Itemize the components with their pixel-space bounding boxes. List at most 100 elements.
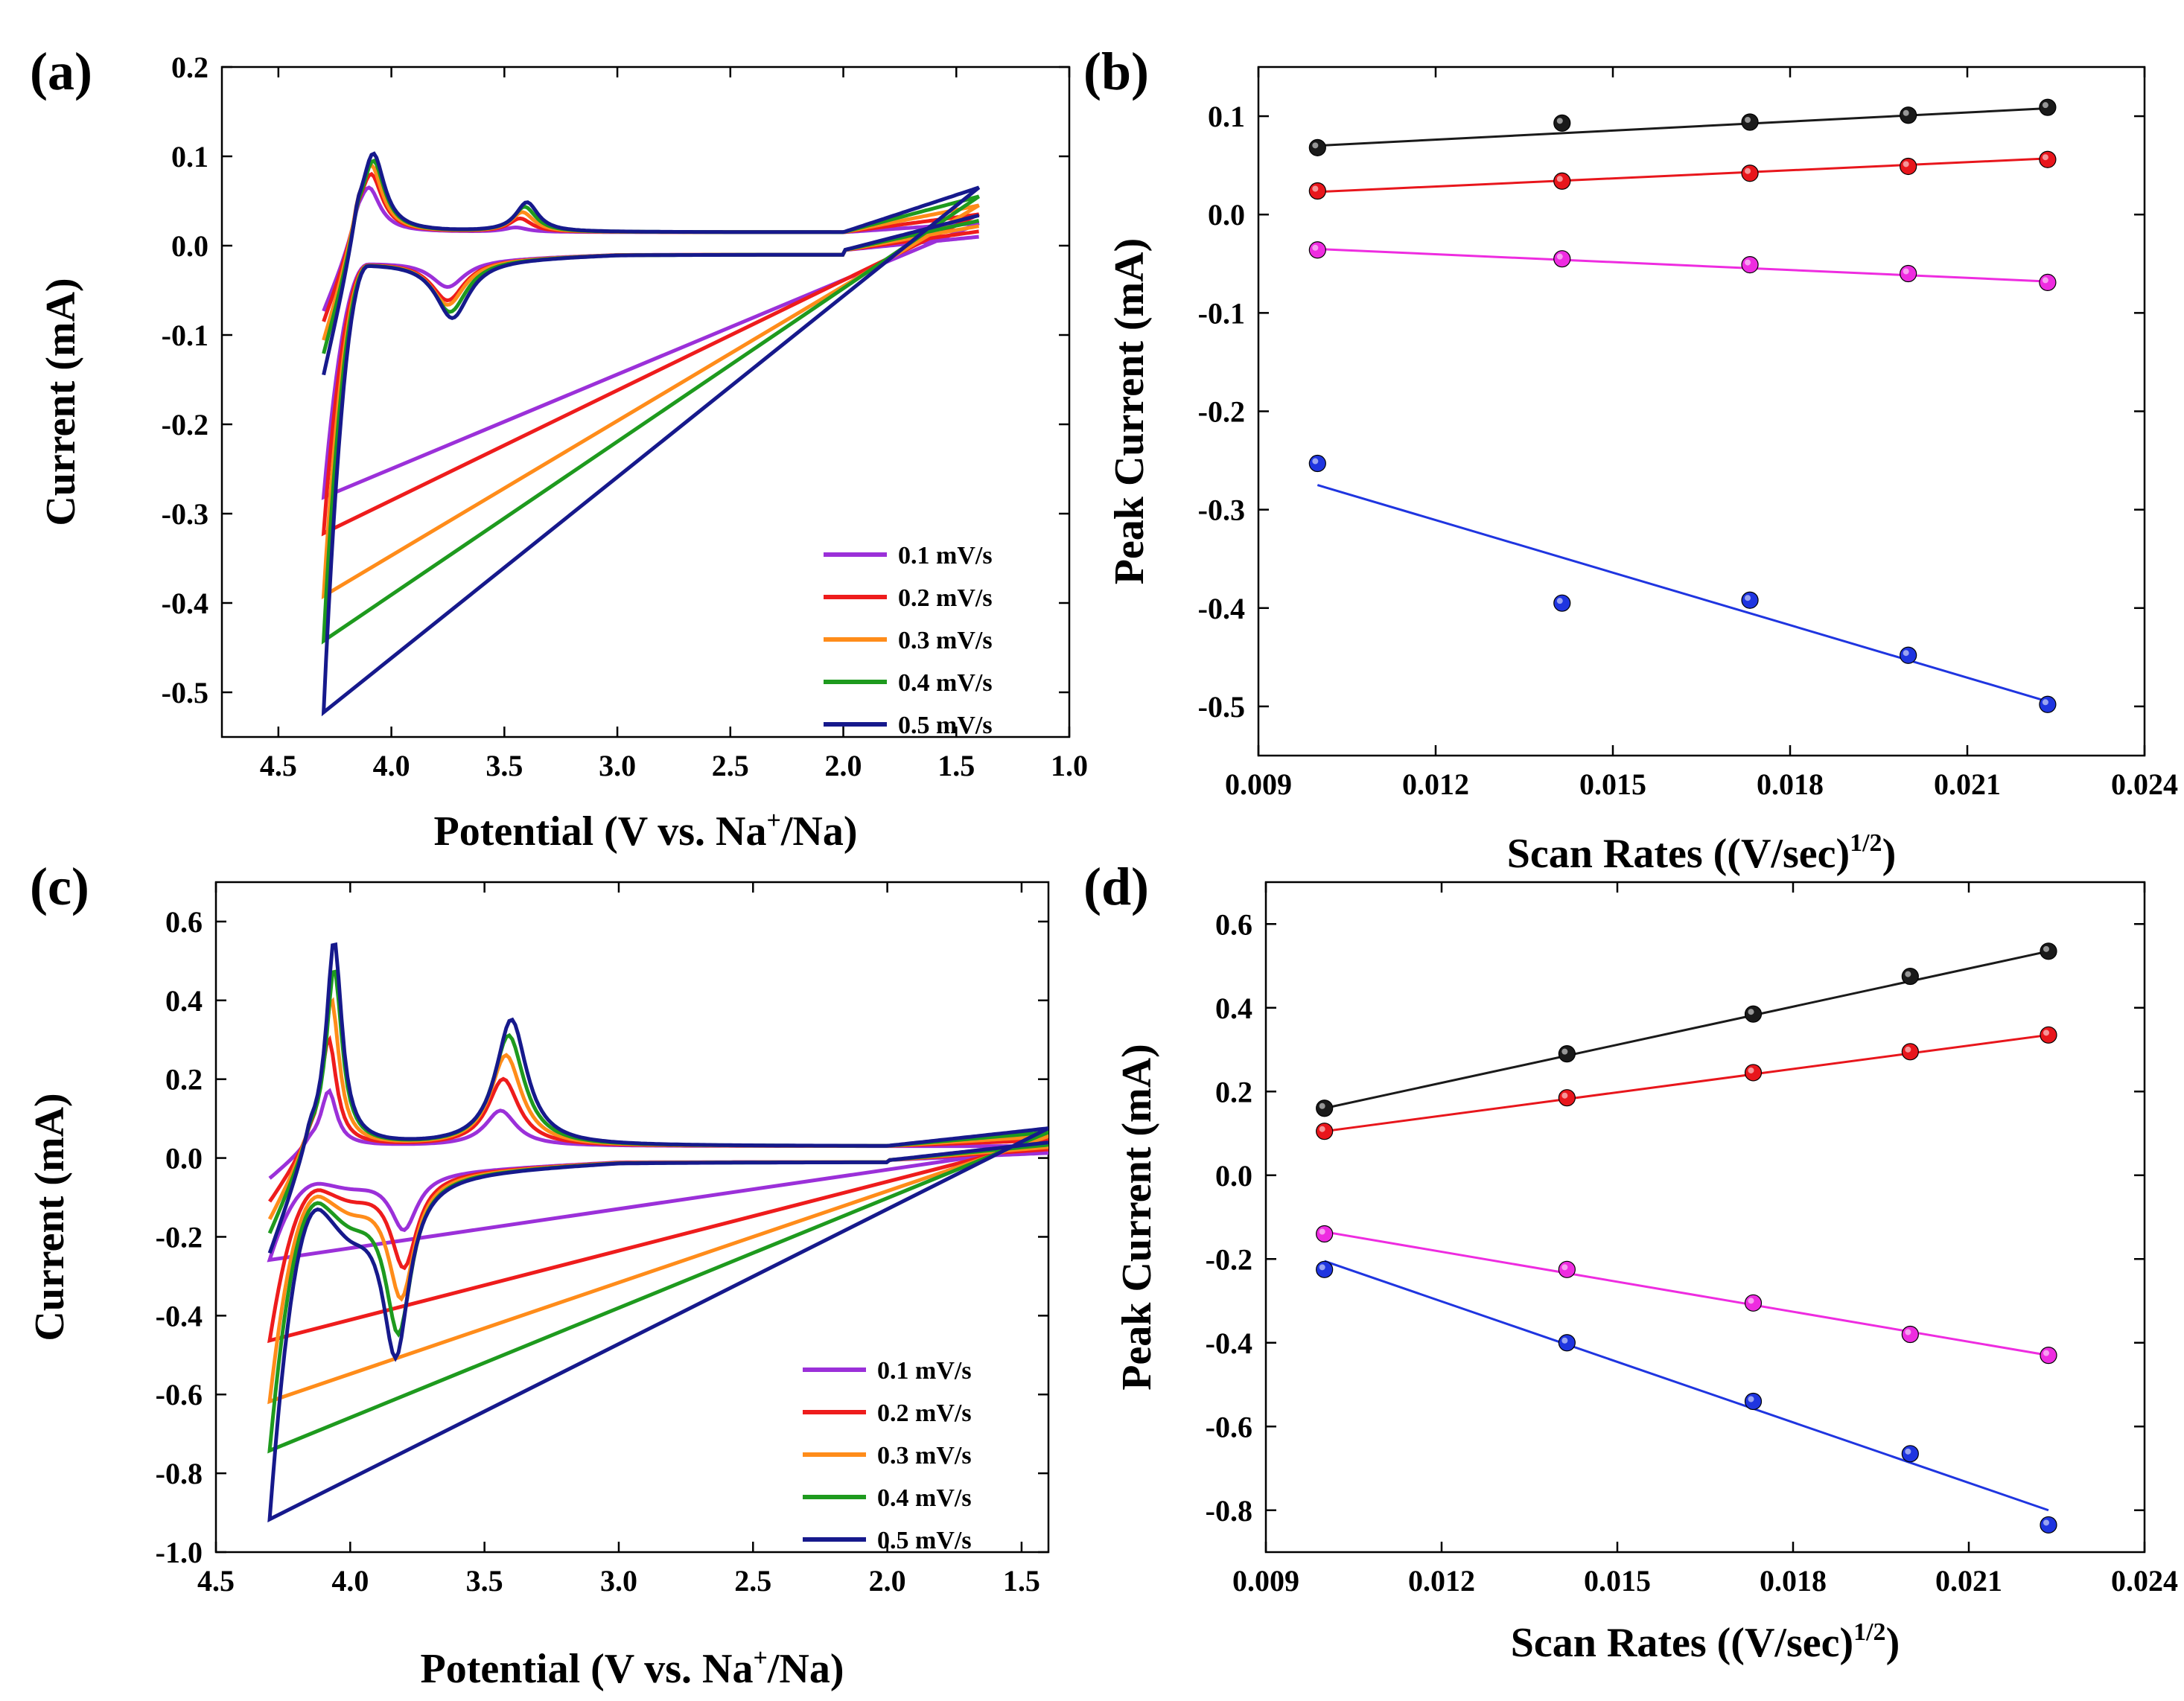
y-tick-label: 0.0 (165, 1142, 203, 1175)
data-point-magenta (1558, 1260, 1576, 1278)
data-point-highlight (1903, 650, 1909, 657)
x-tick-label: 0.012 (1402, 767, 1469, 801)
data-point-highlight (1561, 1337, 1568, 1344)
data-point-highlight (1905, 971, 1911, 977)
x-axis-label-tail: /Na) (767, 1646, 844, 1692)
data-point-magenta (2039, 273, 2057, 291)
x-tick-label: 3.5 (466, 1564, 503, 1598)
fit-line-blue (1317, 484, 2048, 703)
data-point-red (1558, 1089, 1576, 1107)
data-point-highlight (1319, 1102, 1325, 1109)
x-tick-label: 3.0 (600, 1564, 637, 1598)
data-point-magenta (1900, 264, 1917, 283)
data-point-highlight (1905, 1448, 1911, 1455)
panel-c: 4.5 4.0 3.5 3.0 2.5 2.0 1.5 -1.0 -0.8 -0.6 -0.4 -0.… (27, 857, 1050, 1692)
fit-line-black (1317, 107, 2048, 147)
y-tick-label: -0.2 (1198, 395, 1245, 429)
y-tick-label: 0.1 (1208, 100, 1245, 133)
x-axis-label-sup: 1/2 (1850, 829, 1882, 857)
y-axis-label: Current (mA) (38, 278, 84, 526)
x-axis-label-main: Scan Rates ((V/sec) (1511, 1620, 1853, 1666)
data-point-highlight (2042, 102, 2048, 109)
x-axis-label-tail: /Na) (780, 808, 858, 855)
data-point-highlight (2043, 1030, 2049, 1036)
x-axis-label-main: Potential (V vs. Na (434, 808, 767, 855)
x-axis-label-sup: 1/2 (1853, 1618, 1885, 1646)
data-point-highlight (1745, 117, 1751, 123)
panel-b: 0.009 0.012 0.015 0.018 0.021 0.024 -0.5 -0.4 -0… (1083, 42, 2178, 877)
data-point-highlight (2042, 699, 2048, 706)
fit-line-blue (1324, 1260, 2049, 1512)
x-axis-label: Potential (V vs. Na+/Na) (434, 807, 858, 855)
data-point-highlight (1312, 142, 1319, 149)
x-tick-label: 0.018 (1760, 1564, 1827, 1598)
x-tick-label: 4.5 (197, 1564, 235, 1598)
y-tick-label: -0.8 (156, 1457, 203, 1490)
x-tick-label: 3.0 (599, 749, 636, 782)
data-point-black (1558, 1045, 1576, 1063)
data-point-blue (1741, 591, 1759, 609)
x-tick-label: 0.021 (1934, 767, 2001, 801)
data-point-magenta (2040, 1347, 2057, 1365)
y-axis-label: Peak Current (mA) (1114, 1044, 1160, 1391)
cv-curve-series-5 (321, 151, 981, 717)
panel-label: (c) (30, 857, 89, 916)
fit-line-magenta (1317, 247, 2048, 283)
legend-label: 0.5 mV/s (898, 712, 993, 739)
y-tick-label: -0.1 (162, 319, 208, 352)
y-tick-label: -0.5 (1198, 690, 1245, 724)
data-point-highlight (1745, 595, 1751, 601)
y-tick-label: -0.4 (162, 587, 208, 620)
x-axis-label-main: Scan Rates ((V/sec) (1507, 831, 1850, 877)
y-tick-label: -0.1 (1198, 296, 1245, 330)
data-point-highlight (1903, 109, 1909, 116)
data-point-highlight (1748, 1298, 1754, 1304)
data-point-blue (1558, 1334, 1576, 1352)
data-point-blue (1553, 594, 1571, 612)
data-point-blue (1316, 1260, 1334, 1278)
data-point-highlight (1745, 167, 1751, 174)
y-tick-label: 0.1 (171, 140, 208, 173)
y-tick-label: -0.6 (1206, 1410, 1252, 1443)
y-axis-label: Peak Current (mA) (1107, 238, 1153, 585)
cv-curve-series-5 (267, 942, 1048, 1523)
data-point-highlight (1556, 253, 1563, 260)
x-axis-label: Scan Rates ((V/sec)1/2) (1507, 829, 1896, 877)
data-point-highlight (1561, 1092, 1568, 1099)
x-tick-label: 2.5 (712, 749, 749, 782)
data-point-black (2039, 98, 2057, 116)
data-point-magenta (1308, 241, 1326, 259)
legend-label: 0.4 mV/s (877, 1484, 972, 1512)
data-point-blue (1900, 646, 1917, 664)
legend-label: 0.3 mV/s (877, 1442, 972, 1469)
x-axis-label: Scan Rates ((V/sec)1/2) (1511, 1618, 1900, 1666)
data-point-magenta (1744, 1294, 1763, 1312)
fit-line-black (1324, 950, 2049, 1110)
data-point-black (2040, 942, 2057, 960)
data-point-highlight (2042, 154, 2048, 161)
data-point-highlight (1556, 176, 1563, 182)
x-tick-label: 4.0 (331, 1564, 369, 1598)
x-tick-label: 1.5 (937, 749, 975, 782)
data-point-red (1316, 1123, 1334, 1140)
y-tick-label: 0.4 (165, 984, 203, 1018)
data-point-magenta (1741, 256, 1759, 274)
panel-label: (d) (1083, 857, 1149, 916)
data-point-red (2039, 150, 2057, 168)
x-tick-label: 0.021 (1935, 1564, 2002, 1598)
x-tick-label: 1.0 (1051, 749, 1088, 782)
x-tick-label: 0.009 (1225, 767, 1292, 801)
data-point-highlight (2043, 1519, 2049, 1526)
y-tick-label: 0.2 (171, 51, 208, 84)
data-point-black (1900, 106, 1917, 124)
y-tick-label: 0.6 (165, 905, 203, 939)
y-tick-label: -0.4 (1206, 1327, 1252, 1360)
data-point-highlight (1745, 259, 1751, 266)
data-point-highlight (1561, 1264, 1568, 1271)
data-point-black (1901, 967, 1919, 986)
x-tick-label: 0.024 (2111, 767, 2178, 801)
panel-label: (a) (30, 42, 92, 101)
x-axis-label-sup: + (766, 807, 780, 834)
x-tick-label: 0.024 (2111, 1564, 2178, 1598)
